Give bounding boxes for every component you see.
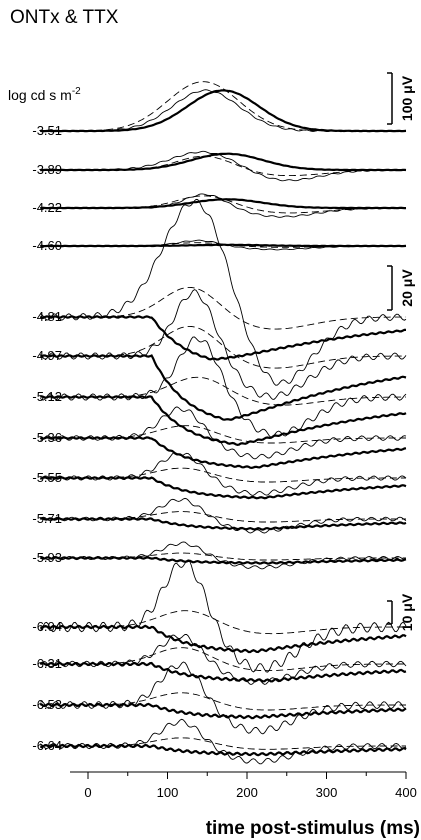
scale-bar-label: 100 μV bbox=[399, 75, 415, 121]
trace-dash--5.36 bbox=[40, 425, 406, 444]
intensity-unit-exponent: -2 bbox=[72, 86, 81, 97]
intensity-labels: -3.51 -3.89 -4.22 -4.60 -4.81 -4.97 -5.12 -5.36… bbox=[32, 123, 62, 753]
trace-thin--4.81 bbox=[40, 198, 407, 386]
x-tick-label: 300 bbox=[316, 785, 338, 800]
trace-dash--4.97 bbox=[40, 325, 406, 369]
trace-layer bbox=[39, 81, 407, 765]
intensity-label: -5.12 bbox=[32, 389, 62, 404]
intensity-label: -3.89 bbox=[32, 162, 62, 177]
x-axis: 0 100 200 300 400 bbox=[70, 771, 417, 800]
trace-thick--5.93 bbox=[39, 556, 407, 565]
trace-thin--6.04 bbox=[39, 559, 407, 673]
scale-bar-label: 10 μV bbox=[399, 593, 415, 631]
trace-thin--5.93 bbox=[40, 541, 407, 570]
trace-thick--3.51 bbox=[40, 89, 407, 133]
x-tick-label: 100 bbox=[157, 785, 179, 800]
trace-dash--3.89 bbox=[40, 155, 406, 177]
trace-thin--5.71 bbox=[40, 497, 407, 534]
x-tick-label: 400 bbox=[395, 785, 417, 800]
intensity-label: -6.64 bbox=[32, 738, 62, 753]
trace-thick--6.31 bbox=[39, 661, 407, 683]
x-tick-label: 200 bbox=[236, 785, 258, 800]
trace-thin--3.89 bbox=[40, 150, 407, 182]
trace-thick--4.97 bbox=[40, 354, 407, 421]
trace-thin--4.97 bbox=[39, 289, 407, 400]
trace-thin--4.22 bbox=[40, 193, 407, 218]
trace-thick--4.81 bbox=[39, 315, 406, 361]
intensity-label: -5.55 bbox=[32, 470, 62, 485]
trace-thick--5.12 bbox=[40, 395, 407, 447]
intensity-label: -5.36 bbox=[32, 430, 62, 445]
intensity-label: -3.51 bbox=[32, 123, 62, 138]
intensity-label: -4.81 bbox=[32, 309, 62, 324]
intensity-label: -5.93 bbox=[32, 550, 62, 565]
intensity-unit-label: log cd s m-2 bbox=[8, 86, 81, 103]
trace-thick--3.89 bbox=[40, 152, 407, 172]
trace-thick--6.04 bbox=[40, 624, 407, 654]
trace-thin--5.36 bbox=[40, 406, 407, 460]
intensity-label: -6.04 bbox=[32, 619, 62, 634]
trace-dash--5.12 bbox=[40, 376, 407, 406]
trace-thin--6.64 bbox=[40, 718, 407, 765]
scale-bar-label: 20 μV bbox=[399, 269, 415, 307]
x-tick-label: 0 bbox=[84, 785, 91, 800]
scale-bars: 100 μV 20 μV 10 μV bbox=[387, 72, 415, 631]
trace-thin--5.55 bbox=[40, 452, 407, 496]
trace-thick--6.64 bbox=[39, 743, 407, 757]
intensity-label: -4.60 bbox=[32, 238, 62, 253]
x-axis-label: time post-stimulus (ms) bbox=[206, 818, 420, 839]
trace-thick--5.55 bbox=[40, 476, 407, 500]
trace-dash--6.04 bbox=[40, 610, 406, 635]
trace-thin--5.12 bbox=[39, 336, 407, 438]
trace-thick--5.36 bbox=[39, 436, 407, 470]
trace-thick--4.22 bbox=[40, 198, 406, 210]
trace-thin--6.31 bbox=[39, 634, 407, 685]
trace-thin--3.51 bbox=[40, 89, 407, 133]
intensity-label: -6.53 bbox=[32, 697, 62, 712]
trace-dash--3.51 bbox=[40, 81, 406, 132]
chart-title: ONTx & TTX bbox=[10, 7, 119, 28]
intensity-label: -5.71 bbox=[32, 511, 62, 526]
intensity-label: -4.97 bbox=[32, 348, 62, 363]
intensity-unit-text: log cd s m bbox=[8, 87, 72, 103]
intensity-label: -4.22 bbox=[32, 200, 62, 215]
intensity-label: -6.31 bbox=[32, 656, 62, 671]
trace-thick--4.60 bbox=[40, 243, 407, 248]
trace-thick--5.71 bbox=[40, 517, 407, 531]
trace-thick--6.53 bbox=[39, 702, 407, 720]
